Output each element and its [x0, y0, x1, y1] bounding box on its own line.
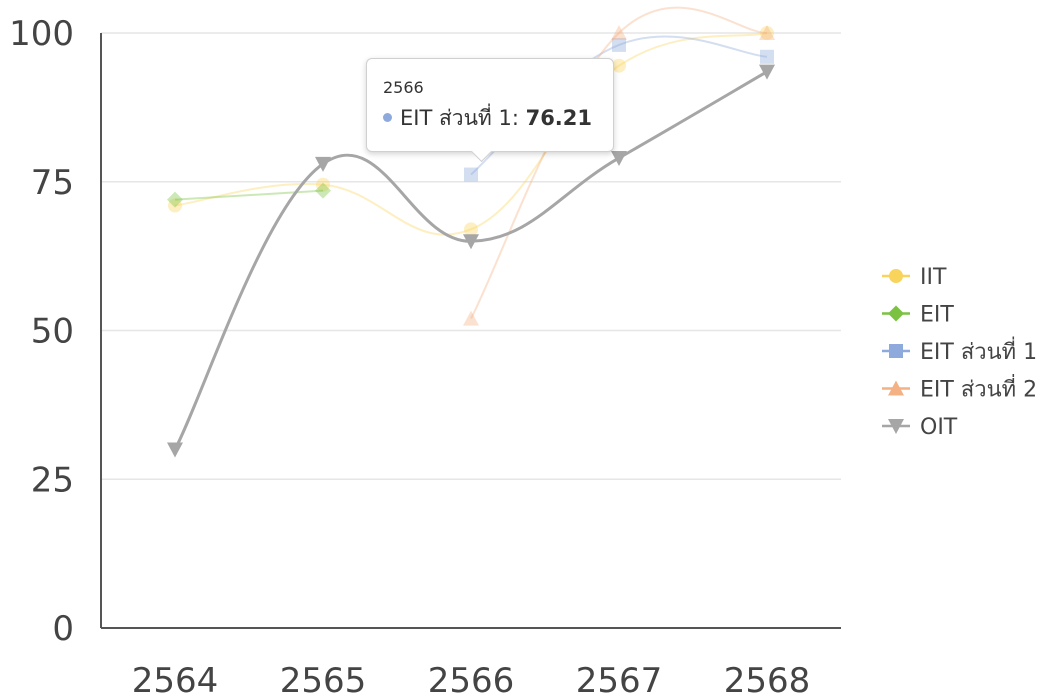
tooltip-box: [366, 58, 614, 152]
data-point-3-4: [759, 25, 775, 40]
data-tooltip: 2566 EIT ส่วนที่ 1: 76.21: [366, 58, 614, 163]
series-4: [167, 64, 775, 458]
data-point-4-4: [759, 64, 775, 80]
y-tick-label-25: 25: [31, 460, 74, 500]
legend-item-4: OIT: [882, 415, 958, 440]
data-point-3-3: [611, 25, 627, 40]
series-1: [167, 182, 331, 208]
tooltip-separator: :: [511, 106, 526, 130]
data-point-0-3: [612, 58, 626, 73]
legend-label-0: IIT: [920, 265, 947, 290]
tooltip-series-name: EIT ส่วนที่ 1: [400, 106, 512, 130]
data-point-4-3: [611, 150, 627, 166]
legend-marker-2: [889, 344, 903, 358]
tooltip-row: EIT ส่วนที่ 1: 76.21: [383, 102, 592, 135]
data-point-2-3: [612, 37, 626, 52]
y-tick-label-0: 0: [52, 609, 74, 649]
legend-item-3: EIT ส่วนที่ 2: [882, 374, 1037, 403]
data-point-3-2: [463, 310, 479, 326]
x-tick-label-2565: 2565: [280, 661, 367, 699]
y-tick-label-75: 75: [31, 163, 74, 203]
data-point-0-1: [316, 177, 330, 192]
x-tick-label-2566: 2566: [428, 661, 515, 699]
legend-label-2: EIT ส่วนที่ 1: [920, 336, 1037, 365]
tooltip-series-dot: [383, 112, 392, 122]
data-point-2-4: [760, 49, 774, 64]
legend-marker-0: [889, 269, 903, 283]
data-point-1-1: [315, 182, 331, 199]
y-tick-label-100: 100: [9, 14, 74, 54]
y-tick-label-50: 50: [31, 312, 74, 352]
series-line-1: [174, 189, 324, 201]
series-line-4: [173, 70, 768, 451]
legend-label-3: EIT ส่วนที่ 2: [920, 374, 1037, 403]
data-point-4-1: [315, 156, 331, 172]
data-point-0-4: [760, 26, 774, 40]
legend-marker-1: [888, 305, 904, 322]
series-line-0: [174, 32, 768, 236]
legend-label-4: OIT: [920, 415, 958, 440]
data-point-4-0: [167, 442, 183, 458]
legend-marker-4: [888, 419, 904, 434]
tooltip-category: 2566: [383, 78, 424, 97]
legend-marker-3: [888, 380, 904, 396]
x-tick-label-2567: 2567: [576, 661, 663, 699]
data-point-1-0: [167, 191, 183, 208]
data-point-0-2: [464, 222, 478, 237]
data-point-0-0: [168, 198, 182, 213]
series-line-3: [470, 6, 768, 320]
series-3: [463, 6, 775, 326]
legend-label-1: EIT: [920, 303, 954, 328]
legend-item-0: IIT: [882, 265, 947, 290]
legend-item-1: EIT: [882, 303, 954, 328]
legend-item-2: EIT ส่วนที่ 1: [882, 336, 1037, 365]
data-point-2-2: [464, 167, 478, 182]
data-point-4-2: [463, 234, 479, 250]
series-0: [168, 26, 774, 237]
x-tick-label-2568: 2568: [724, 661, 811, 699]
tooltip-value: 76.21: [525, 106, 593, 130]
x-tick-label-2564: 2564: [132, 661, 219, 699]
